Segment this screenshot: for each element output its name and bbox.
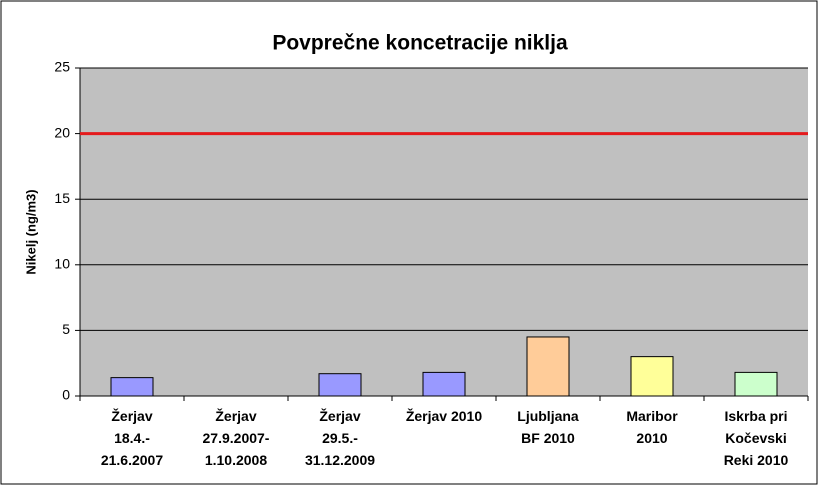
chart-title: Povprečne koncetracije niklja	[272, 32, 568, 55]
y-tick-label: 25	[54, 59, 70, 75]
bar	[422, 371, 466, 397]
plot-area	[80, 68, 808, 396]
x-tick-label: Iskrba pri Kočevski Reki 2010	[724, 408, 789, 468]
bar	[110, 377, 154, 397]
y-axis-label: Nikelj (ng/m3)	[23, 189, 38, 274]
bar	[630, 356, 674, 397]
x-tick-label: Žerjav 18.4.-21.6.2007	[101, 407, 163, 468]
y-tick-label: 5	[62, 321, 70, 337]
y-tick-label: 10	[54, 256, 70, 272]
x-tick-label: Ljubljana BF 2010	[517, 408, 579, 446]
x-tick-label: Žerjav 2010	[406, 407, 482, 424]
y-tick-label: 0	[62, 387, 70, 403]
bar	[734, 371, 778, 397]
bar	[526, 336, 570, 397]
y-tick-label: 15	[54, 190, 70, 206]
bar	[318, 373, 362, 397]
y-tick-label: 20	[54, 124, 70, 140]
x-tick-label: Žerjav 27.9.2007-1.10.2008	[203, 407, 270, 468]
x-tick-label: Maribor 2010	[626, 408, 678, 446]
x-tick-label: Žerjav 29.5.-31.12.2009	[305, 407, 375, 468]
